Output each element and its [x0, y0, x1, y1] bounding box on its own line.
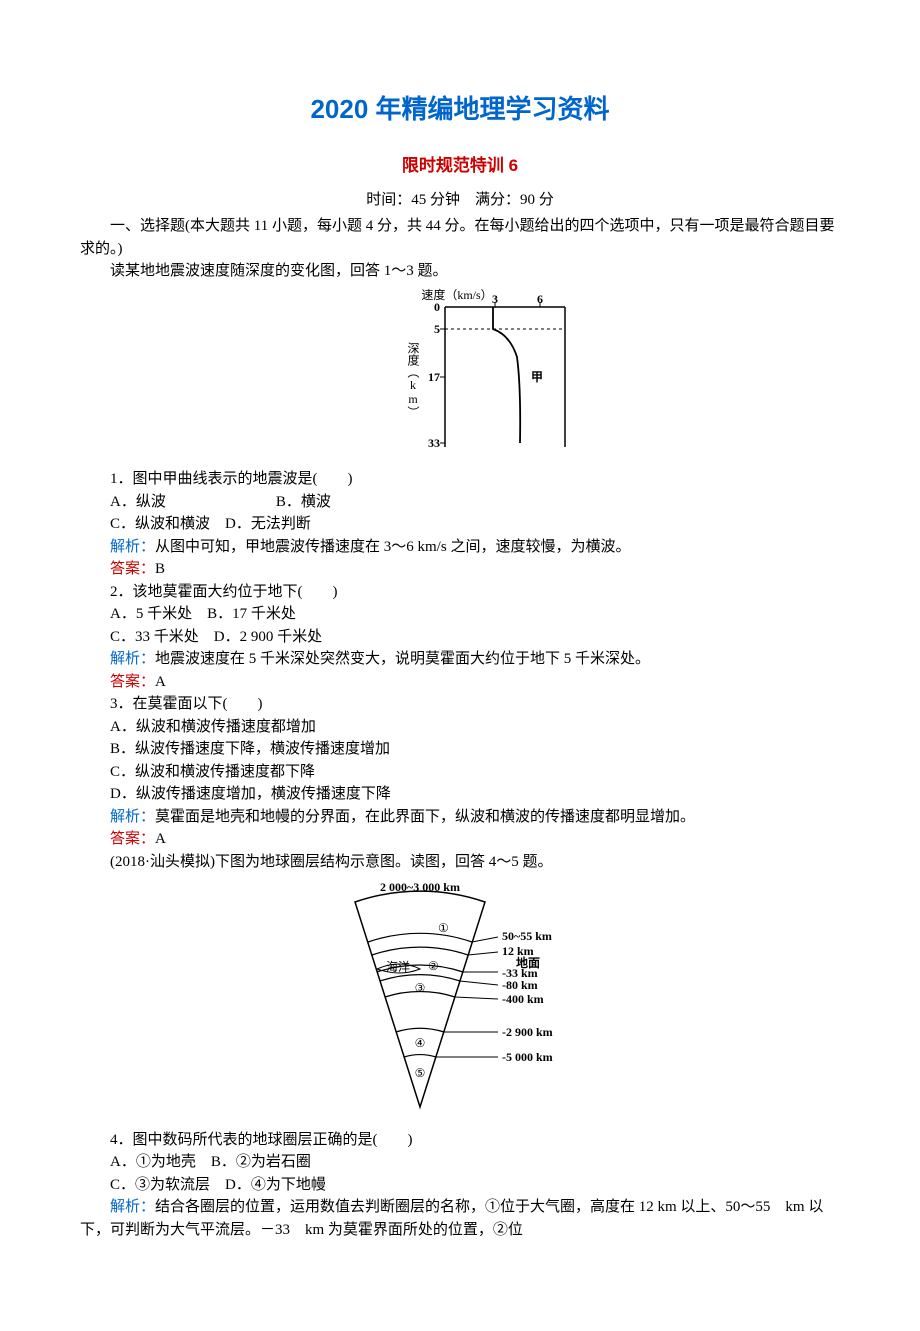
q2-optCD: C．33 千米处 D．2 900 千米处: [80, 626, 840, 649]
q3-optD: D．纵波传播速度增加，横波传播速度下降: [80, 783, 840, 806]
q3-optB: B．纵波传播速度下降，横波传播速度增加: [80, 738, 840, 761]
fig1-y0: 0: [434, 300, 440, 314]
q3-stem: 3．在莫霍面以下( ): [80, 693, 840, 716]
q1-optCD: C．纵波和横波 D．无法判断: [80, 513, 840, 536]
fig2-l8: -5 000 km: [502, 1050, 553, 1064]
fig1-curve-label: 甲: [531, 370, 543, 384]
fig2-ocean: 海洋: [386, 959, 410, 974]
fig2-c2: ②: [428, 959, 439, 973]
q3-optA: A．纵波和横波传播速度都增加: [80, 716, 840, 739]
figure-earth-layers: 2 000~3 000 km 海洋 ① ② ③ ④ ⑤ 50~55 km 12 …: [80, 877, 840, 1125]
sub-title: 限时规范特训 6: [80, 153, 840, 179]
analysis-label-4: 解析：: [110, 1199, 155, 1215]
q4-analysis-text: 结合各圈层的位置，运用数值去判断圈层的名称，①位于大气圈，高度在 12 km 以…: [80, 1199, 823, 1238]
q1-row-ab: A．纵波 B．横波: [80, 491, 840, 514]
fig1-depth-label: 深度（km）: [406, 341, 420, 417]
q2-optAB: A．5 千米处 B．17 千米处: [80, 603, 840, 626]
q2-stem: 2．该地莫霍面大约位于地下( ): [80, 581, 840, 604]
q1-optA: A．纵波: [110, 494, 166, 510]
q4-analysis: 解析：结合各圈层的位置，运用数值去判断圈层的名称，①位于大气圈，高度在 12 k…: [80, 1196, 840, 1241]
q4-optAB: A．①为地壳 B．②为岩石圈: [80, 1151, 840, 1174]
fig1-y17: 17: [428, 370, 440, 384]
answer-label-3: 答案：: [110, 831, 155, 847]
fig2-l5: -80 km: [502, 978, 538, 992]
fig1-y33: 33: [428, 436, 440, 450]
q3-analysis-text: 莫霍面是地壳和地幔的分界面，在此界面下，纵波和横波的传播速度都明显增加。: [155, 809, 695, 825]
q1-3-lead: 读某地地震波速度随深度的变化图，回答 1～3 题。: [80, 260, 840, 283]
fig2-l1: 50~55 km: [502, 929, 552, 943]
main-title: 2020 年精编地理学习资料: [80, 90, 840, 129]
answer-label: 答案：: [110, 561, 155, 577]
q2-answer: 答案：A: [80, 671, 840, 694]
fig2-c3: ③: [415, 981, 426, 995]
fig2-c4: ④: [415, 1036, 426, 1050]
q3-answer: 答案：A: [80, 828, 840, 851]
section-intro: 一、选择题(本大题共 11 小题，每小题 4 分，共 44 分。在每小题给出的四…: [80, 215, 840, 260]
q2-analysis: 解析：地震波速度在 5 千米深处突然变大，说明莫霍面大约位于地下 5 千米深处。: [80, 648, 840, 671]
fig2-l6: -400 km: [502, 992, 544, 1006]
q4-5-lead: (2018·汕头模拟)下图为地球圈层结构示意图。读图，回答 4～5 题。: [80, 851, 840, 874]
q1-analysis: 解析：从图中可知，甲地震波传播速度在 3～6 km/s 之间，速度较慢，为横波。: [80, 536, 840, 559]
q1-answer: 答案：B: [80, 558, 840, 581]
fig1-speed-label: 速度（km/s）: [421, 287, 492, 302]
analysis-label-3: 解析：: [110, 809, 155, 825]
time-info: 时间：45 分钟 满分：90 分: [80, 189, 840, 212]
q4-optCD: C．③为软流层 D．④为下地幔: [80, 1174, 840, 1197]
analysis-label: 解析：: [110, 539, 155, 555]
fig1-y5: 5: [434, 322, 440, 336]
q2-answer-text: A: [155, 674, 166, 690]
figure-seismic-wave: 速度（km/s） 3 6 0 5 17 33 深度（km） 甲: [80, 287, 840, 465]
q3-optC: C．纵波和横波传播速度都下降: [80, 761, 840, 784]
q3-analysis: 解析：莫霍面是地壳和地幔的分界面，在此界面下，纵波和横波的传播速度都明显增加。: [80, 806, 840, 829]
answer-label-2: 答案：: [110, 674, 155, 690]
fig2-c5: ⑤: [415, 1066, 426, 1080]
q1-analysis-text: 从图中可知，甲地震波传播速度在 3～6 km/s 之间，速度较慢，为横波。: [155, 539, 630, 555]
fig2-top: 2 000~3 000 km: [380, 880, 460, 894]
q1-optB: B．横波: [276, 494, 331, 510]
q1-answer-text: B: [155, 561, 165, 577]
q4-stem: 4．图中数码所代表的地球圈层正确的是( ): [80, 1129, 840, 1152]
fig2-l7: -2 900 km: [502, 1025, 553, 1039]
q3-answer-text: A: [155, 831, 166, 847]
q2-analysis-text: 地震波速度在 5 千米深处突然变大，说明莫霍面大约位于地下 5 千米深处。: [155, 651, 650, 667]
fig2-c1: ①: [438, 921, 449, 935]
analysis-label-2: 解析：: [110, 651, 155, 667]
q1-stem: 1．图中甲曲线表示的地震波是( ): [80, 468, 840, 491]
